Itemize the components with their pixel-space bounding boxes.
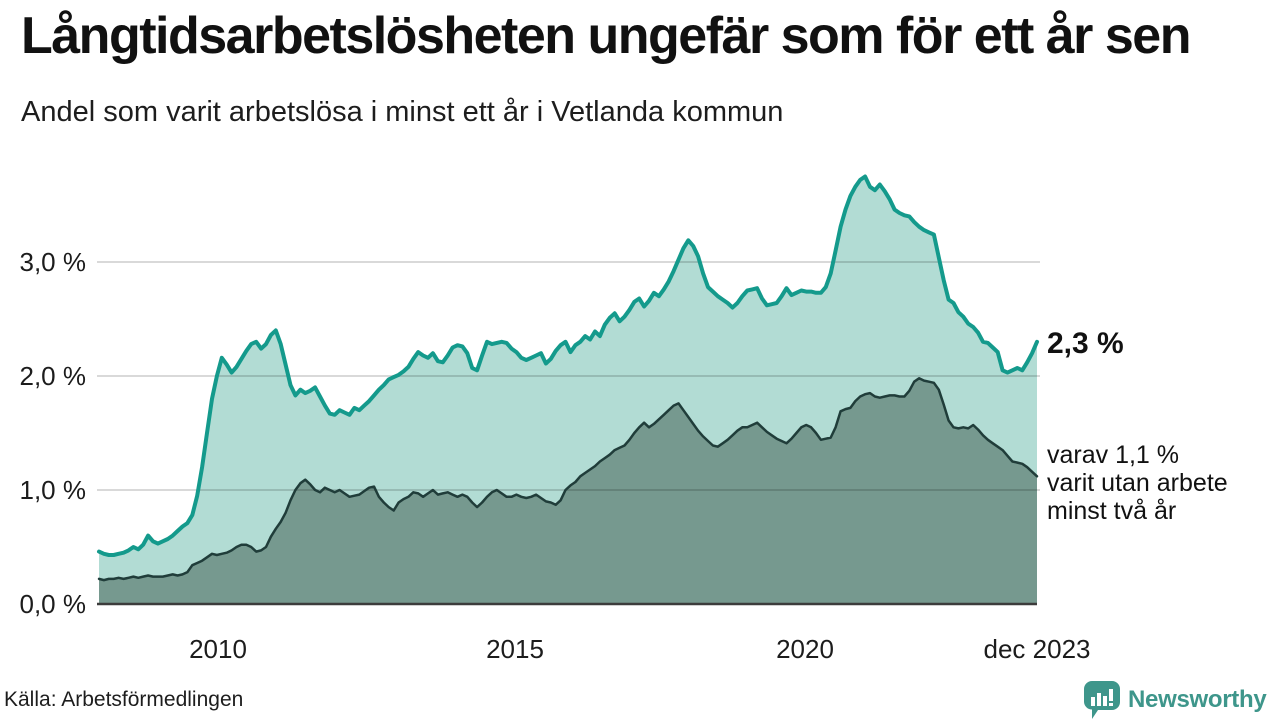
- y-axis-label-0: 0,0 %: [19, 589, 87, 619]
- x-axis-label-2020: 2020: [776, 634, 834, 664]
- line-min-one-year: [97, 174, 1039, 557]
- y-axis-label-1: 1,0 %: [19, 475, 87, 505]
- brand-logo: Newsworthy: [1082, 680, 1267, 720]
- page-title: Långtidsarbetslösheten ungefär som för e…: [21, 7, 1191, 65]
- source-note: Källa: Arbetsförmedlingen: [4, 688, 244, 711]
- brand-wordmark: Newsworthy: [1128, 686, 1267, 713]
- x-axis-label-dec-2023: dec 2023: [983, 634, 1091, 664]
- x-axis-label-2010: 2010: [189, 634, 247, 664]
- secondary-annotation-line-1: varav 1,1 %: [1047, 441, 1180, 469]
- secondary-annotation: varav 1,1 % varit utan arbete minst två …: [1047, 441, 1228, 525]
- secondary-annotation-line-2: varit utan arbete: [1047, 469, 1228, 497]
- chart-subtitle: Andel som varit arbetslösa i minst ett å…: [21, 96, 784, 128]
- line-min-two-years: [97, 377, 1039, 582]
- end-value-annotation: 2,3 %: [1047, 327, 1124, 360]
- y-axis-label-2: 2,0 %: [19, 361, 87, 391]
- x-axis-label-2015: 2015: [486, 634, 544, 664]
- area-fill-min-two-years: [99, 378, 1037, 604]
- newsworthy-icon: [1084, 681, 1120, 719]
- secondary-annotation-line-3: minst två år: [1047, 497, 1177, 525]
- y-axis-label-3: 3,0 %: [19, 247, 87, 277]
